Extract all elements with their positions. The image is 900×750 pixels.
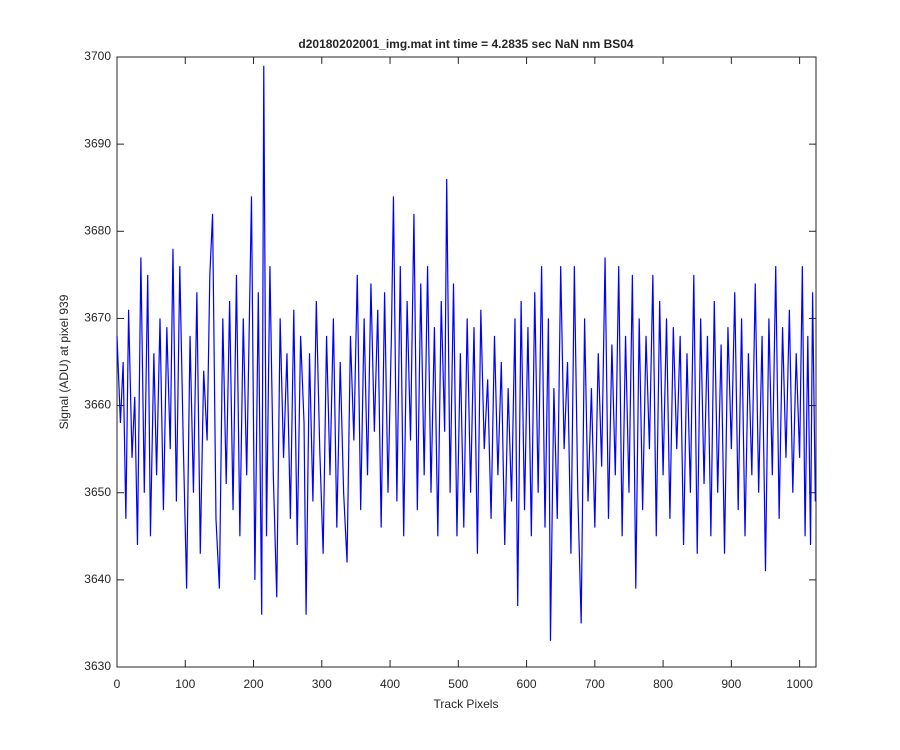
x-tick-label: 300: [312, 677, 332, 691]
chart-title: d20180202001_img.mat int time = 4.2835 s…: [298, 37, 634, 51]
y-tick-label: 3650: [84, 485, 111, 499]
y-tick-label: 3690: [84, 136, 111, 150]
x-tick-label: 400: [380, 677, 400, 691]
x-tick-label: 700: [585, 677, 605, 691]
y-tick-label: 3700: [84, 49, 111, 63]
data-line: [116, 65, 816, 641]
x-tick-label: 900: [721, 677, 741, 691]
x-axis-label: Track Pixels: [434, 697, 499, 711]
y-tick-label: 3680: [84, 223, 111, 237]
x-tick-label: 0: [114, 677, 121, 691]
x-tick-label: 200: [244, 677, 264, 691]
y-axis-label: Signal (ADU) at pixel 939: [57, 294, 71, 429]
y-tick-label: 3640: [84, 572, 111, 586]
x-tick-label: 500: [448, 677, 468, 691]
y-tick-label: 3630: [84, 659, 111, 673]
x-tick-label: 1000: [786, 677, 813, 691]
x-tick-label: 800: [653, 677, 673, 691]
y-tick-label: 3660: [84, 398, 111, 412]
y-tick-label: 3670: [84, 311, 111, 325]
x-tick-label: 600: [517, 677, 537, 691]
x-tick-label: 100: [175, 677, 195, 691]
